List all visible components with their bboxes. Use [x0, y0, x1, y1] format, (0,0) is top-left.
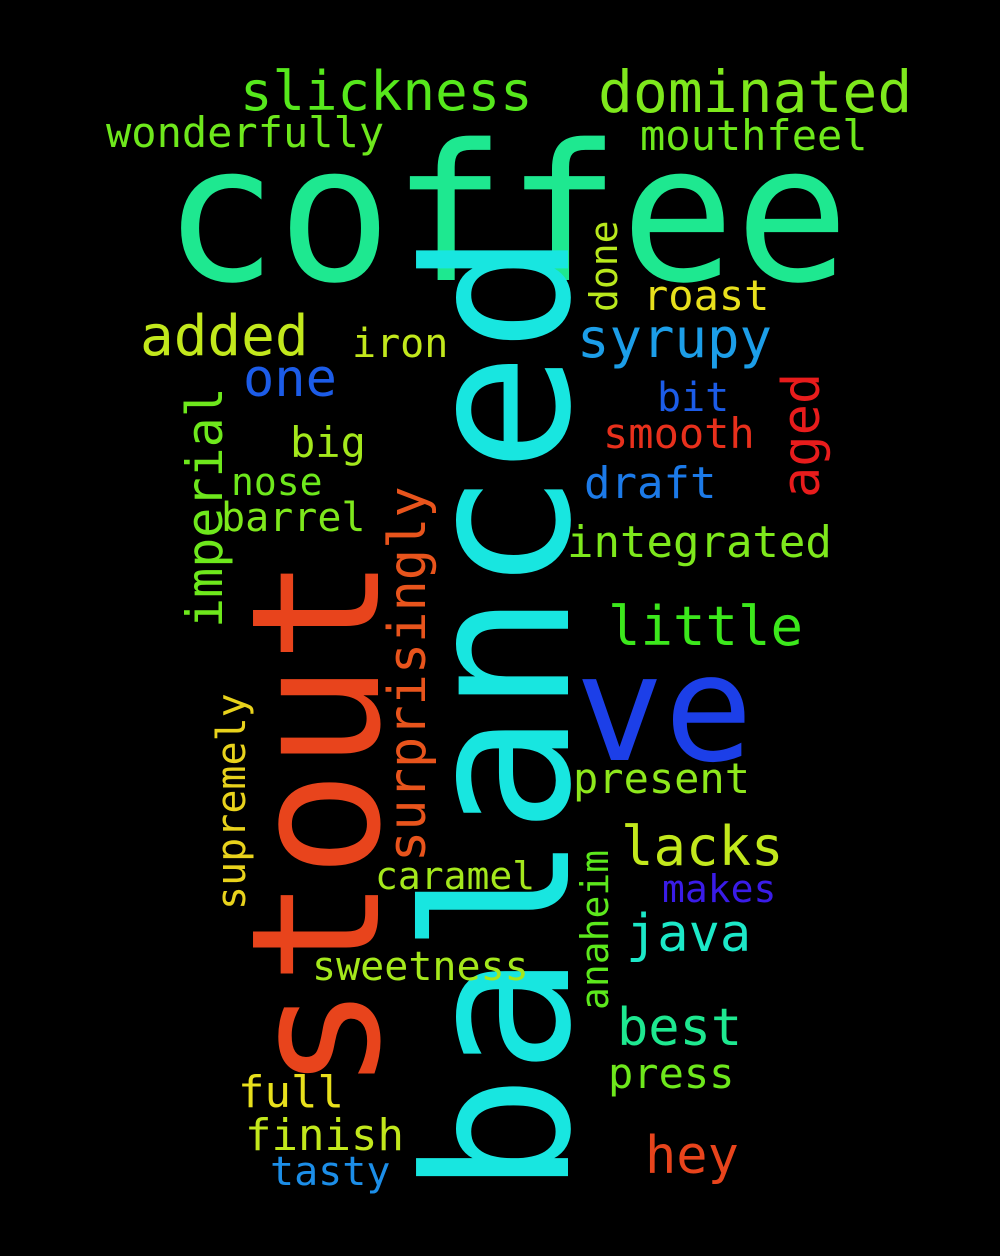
word-roast: roast [643, 271, 769, 320]
word-caramel: caramel [375, 854, 535, 898]
word-done: done [582, 220, 626, 312]
word-barrel: barrel [221, 495, 366, 541]
word-integrated: integrated [567, 517, 832, 568]
word-added: added [140, 304, 309, 369]
word-full: full [238, 1067, 344, 1118]
word-tasty: tasty [270, 1149, 390, 1195]
word-iron: iron [352, 321, 448, 367]
word-smooth: smooth [603, 409, 755, 458]
word-ve: ve [575, 623, 753, 795]
word-one: one [243, 349, 337, 409]
word-little: little [608, 595, 803, 658]
word-coffee: coffee [163, 104, 849, 325]
word-imperial: imperial [176, 387, 234, 628]
word-aged: aged [772, 373, 832, 498]
word-surprisingly: surprisingly [378, 486, 438, 862]
word-slickness: slickness [240, 60, 533, 123]
word-press: press [608, 1049, 734, 1098]
word-present: present [573, 754, 750, 803]
word-nose: nose [231, 460, 323, 504]
word-supremely: supremely [209, 693, 255, 910]
word-wonderfully: wonderfully [106, 108, 384, 157]
word-finish: finish [245, 1110, 404, 1161]
word-bit: bit [657, 375, 729, 421]
word-mouthfeel: mouthfeel [640, 111, 868, 160]
word-anaheim: anaheim [573, 850, 617, 1010]
word-hey: hey [645, 1126, 739, 1186]
word-big: big [290, 418, 366, 467]
word-draft: draft [584, 458, 716, 509]
word-best: best [617, 998, 742, 1058]
word-sweetness: sweetness [312, 944, 529, 990]
word-java: java [626, 904, 751, 964]
word-syrupy: syrupy [577, 307, 772, 370]
word-makes: makes [662, 867, 776, 911]
word-lacks: lacks [621, 815, 784, 878]
word-balanced: balanced [383, 232, 616, 1195]
word-dominated: dominated [598, 58, 912, 126]
word-stout: stout [213, 556, 420, 1092]
